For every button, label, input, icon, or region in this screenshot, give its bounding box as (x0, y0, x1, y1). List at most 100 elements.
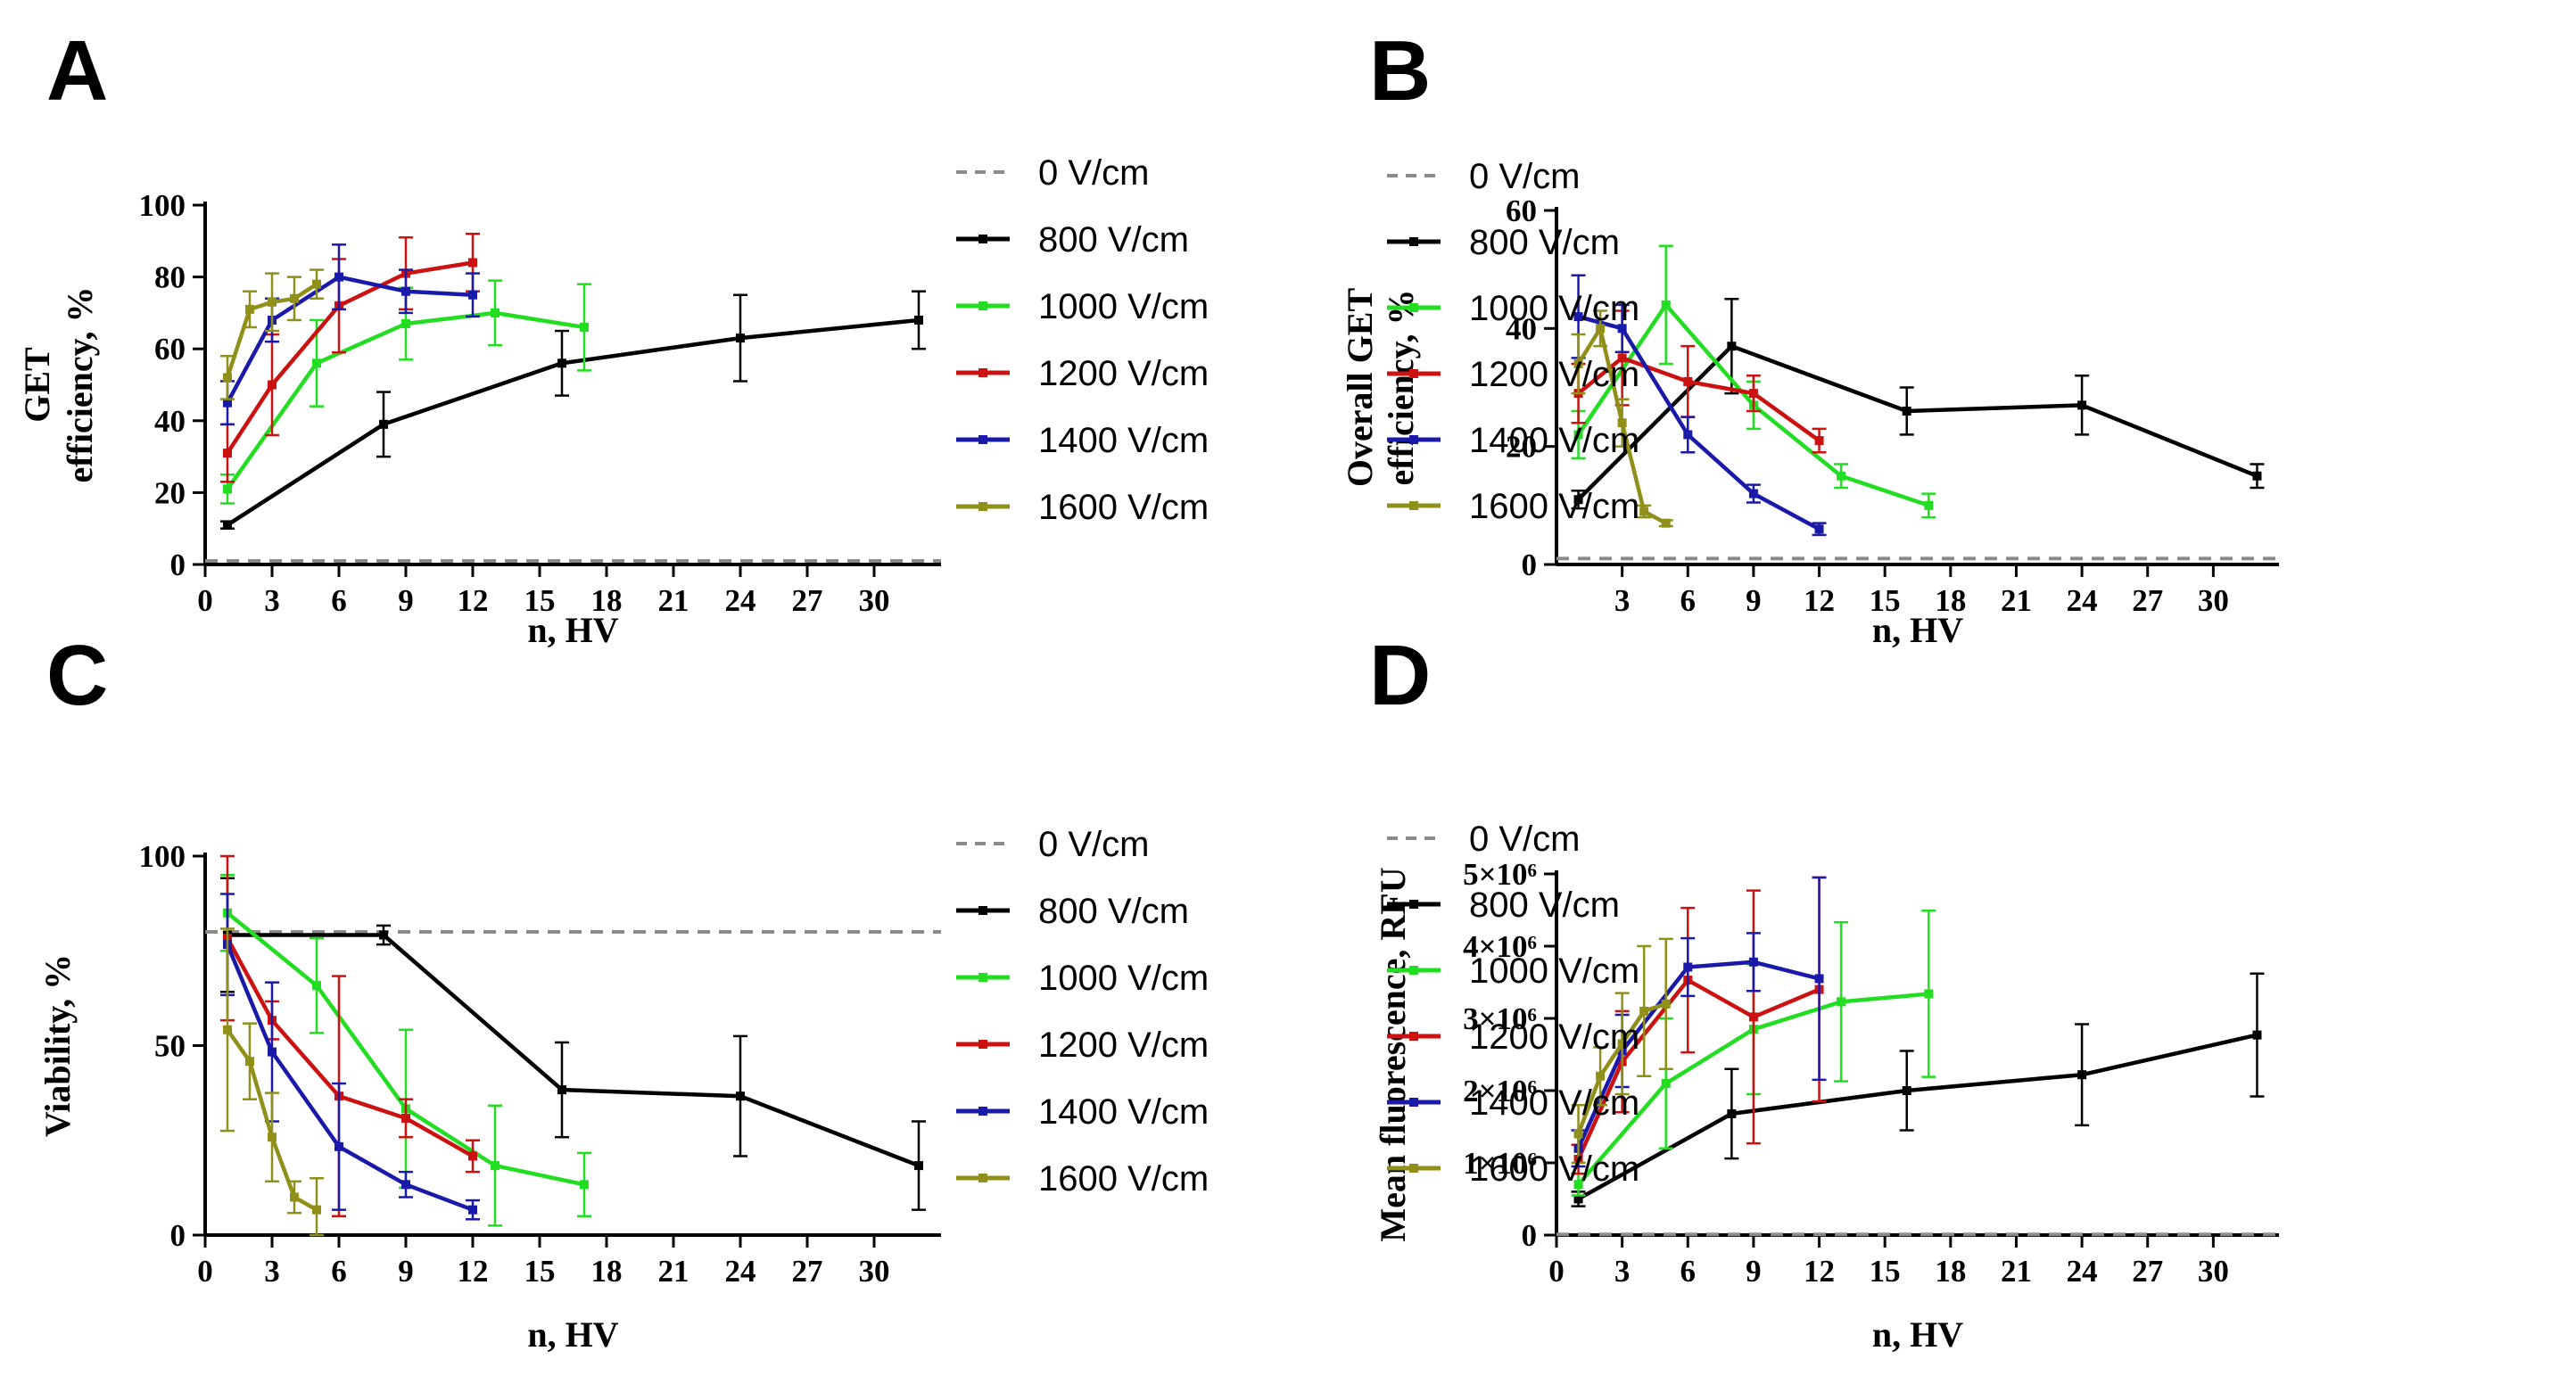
legend-item-d-1200-v-cm: 1200 V/cm (1387, 1017, 1639, 1057)
legend-marker (1409, 501, 1418, 510)
data-point-c-1600-v-cm-0 (223, 1025, 232, 1034)
data-point-a-1600-v-cm-4 (312, 279, 321, 289)
data-point-d-1600-v-cm-3 (1639, 1006, 1649, 1016)
x-axis-title-a: n, HV (527, 610, 618, 650)
data-point-c-1000-v-cm-4 (580, 1180, 589, 1190)
legend-label: 0 V/cm (1469, 820, 1580, 859)
data-point-d-1000-v-cm-1 (1661, 1078, 1671, 1088)
data-point-d-1600-v-cm-4 (1661, 999, 1671, 1009)
y-tick-label-a-1: 20 (154, 475, 186, 510)
data-point-b-1000-v-cm-1 (1661, 300, 1671, 309)
y-axis-title-c: Viability, % (37, 954, 78, 1137)
data-point-d-800-v-cm-1 (1727, 1108, 1737, 1118)
x-tick-label-b-9: 30 (2198, 583, 2229, 618)
legend-label: 1400 V/cm (1469, 421, 1639, 460)
x-axis-title-c: n, HV (527, 1314, 618, 1355)
legend-item-b-1400-v-cm: 1400 V/cm (1387, 421, 1639, 460)
data-point-a-1400-v-cm-3 (401, 286, 410, 296)
data-point-c-800-v-cm-2 (557, 1085, 566, 1095)
legend-marker (1409, 369, 1418, 378)
x-tick-label-b-5: 18 (1935, 583, 1966, 618)
x-tick-label-a-0: 0 (197, 583, 213, 618)
data-point-d-1200-v-cm-3 (1748, 1012, 1758, 1022)
panel-A: A 0 3 6 9 12 15 18 21 24 27 30 0 20 40 60 80 100 n, HV GET… (17, 23, 1209, 650)
data-point-a-1000-v-cm-2 (401, 318, 410, 328)
series-line-d-800-v-cm (1577, 1033, 2258, 1201)
y-tick-label-a-2: 40 (154, 404, 186, 439)
data-point-a-1000-v-cm-3 (491, 308, 500, 317)
x-tick-label-c-7: 21 (658, 1254, 689, 1289)
data-point-c-1600-v-cm-1 (245, 1057, 254, 1067)
legend-item-a-0-v-cm: 0 V/cm (956, 153, 1149, 193)
data-point-d-1400-v-cm-3 (1748, 957, 1758, 967)
legend-item-a-1000-v-cm: 1000 V/cm (956, 287, 1209, 326)
data-point-b-800-v-cm-2 (1902, 406, 1911, 416)
data-point-d-1600-v-cm-0 (1573, 1129, 1583, 1139)
data-point-b-1000-v-cm-4 (1924, 500, 1934, 510)
x-tick-label-c-5: 15 (524, 1254, 556, 1289)
legend-item-a-1600-v-cm: 1600 V/cm (956, 488, 1209, 527)
y-tick-label-a-0: 0 (170, 548, 186, 582)
legend-label: 1200 V/cm (1038, 1026, 1209, 1065)
x-tick-label-a-1: 3 (264, 583, 280, 618)
data-point-d-800-v-cm-3 (2077, 1070, 2087, 1080)
legend-label: 0 V/cm (1038, 825, 1149, 864)
y-axis-title-d: Mean fluorescence, RFU (1373, 867, 1413, 1241)
legend-item-c-0-v-cm: 0 V/cm (956, 825, 1149, 864)
legend-marker (1409, 900, 1418, 909)
x-tick-label-a-6: 18 (591, 583, 623, 618)
legend-marker (978, 502, 987, 511)
x-tick-label-d-10: 30 (2198, 1254, 2229, 1289)
data-point-d-1600-v-cm-2 (1617, 1039, 1627, 1049)
data-point-b-1200-v-cm-2 (1683, 376, 1693, 386)
data-point-c-1000-v-cm-3 (491, 1161, 500, 1171)
legend-marker (978, 301, 987, 310)
data-point-b-1600-v-cm-1 (1596, 324, 1606, 334)
y-tick-label-d-0: 0 (1522, 1218, 1538, 1253)
legend-label: 1000 V/cm (1469, 952, 1639, 991)
legend-label: 1600 V/cm (1038, 488, 1209, 527)
data-point-b-1000-v-cm-3 (1837, 471, 1846, 481)
x-tick-label-b-7: 24 (2067, 583, 2098, 618)
legend-marker (978, 368, 987, 377)
series-line-c-1200-v-cm (226, 937, 475, 1158)
data-point-a-1600-v-cm-3 (290, 293, 299, 303)
y-tick-label-c-0: 0 (170, 1218, 186, 1253)
data-point-d-1000-v-cm-4 (1924, 989, 1934, 999)
legend-item-b-1000-v-cm: 1000 V/cm (1387, 289, 1639, 328)
data-point-c-800-v-cm-1 (379, 930, 388, 940)
x-tick-label-a-4: 12 (458, 583, 489, 618)
legend-marker (1409, 1098, 1418, 1107)
data-point-b-1600-v-cm-4 (1661, 518, 1671, 528)
data-point-a-1600-v-cm-0 (223, 373, 232, 383)
data-point-b-1400-v-cm-4 (1814, 524, 1824, 534)
x-tick-label-d-5: 15 (1870, 1254, 1901, 1289)
y-tick-label-b-2: 40 (1506, 311, 1537, 346)
data-point-b-800-v-cm-0 (1573, 495, 1583, 505)
y-tick-label-d-3: 3×10⁶ (1463, 1001, 1537, 1036)
data-point-a-1400-v-cm-2 (334, 272, 343, 282)
legend-label: 0 V/cm (1038, 153, 1149, 193)
y-tick-label-a-3: 60 (154, 332, 186, 367)
data-point-a-1200-v-cm-0 (223, 449, 232, 458)
x-tick-label-b-6: 21 (2001, 583, 2032, 618)
data-point-a-800-v-cm-3 (736, 334, 745, 343)
x-tick-label-d-1: 3 (1614, 1254, 1631, 1289)
x-tick-label-a-2: 6 (331, 583, 347, 618)
legend-label: 800 V/cm (1469, 886, 1620, 925)
legend-marker (1409, 1032, 1418, 1041)
legend-label: 1000 V/cm (1469, 289, 1639, 328)
y-tick-label-a-5: 100 (139, 188, 186, 223)
x-tick-label-d-4: 12 (1804, 1254, 1835, 1289)
data-point-c-1600-v-cm-3 (290, 1192, 299, 1202)
data-point-c-1200-v-cm-3 (401, 1113, 410, 1123)
data-point-a-1000-v-cm-0 (223, 484, 232, 494)
y-axis-title-a: GET (17, 347, 57, 423)
data-point-b-1600-v-cm-3 (1639, 507, 1649, 516)
y-tick-label-b-1: 20 (1506, 430, 1537, 465)
legend-marker (1409, 303, 1418, 312)
data-point-a-1400-v-cm-4 (468, 290, 477, 300)
data-point-d-800-v-cm-2 (1902, 1086, 1911, 1095)
legend-item-c-1600-v-cm: 1600 V/cm (956, 1159, 1209, 1199)
legend-label: 1600 V/cm (1469, 1149, 1639, 1189)
